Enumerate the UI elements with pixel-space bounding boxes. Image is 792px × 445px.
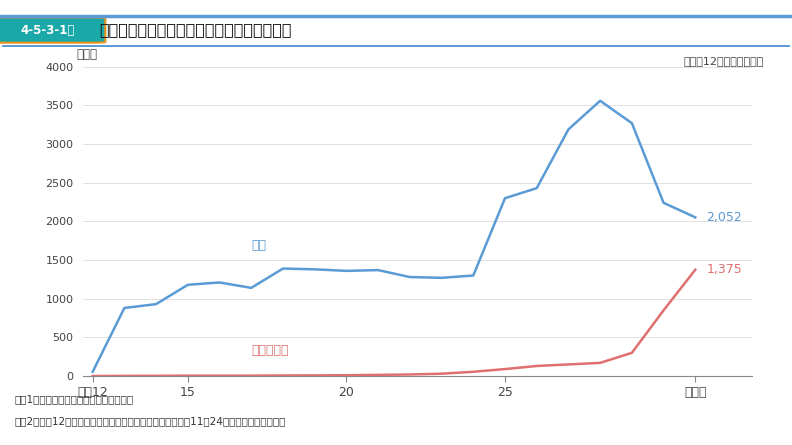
Text: （件）: （件） — [77, 48, 98, 61]
Text: （平成12年～令和元年）: （平成12年～令和元年） — [684, 56, 764, 65]
FancyBboxPatch shape — [0, 17, 105, 43]
Text: 2　平成12年は，ストーカー規制法の施行日である同年11月24日以降の件数である。: 2 平成12年は，ストーカー規制法の施行日である同年11月24日以降の件数である… — [14, 416, 286, 426]
Text: 1,375: 1,375 — [706, 263, 742, 276]
Text: ストーカー規制法による警告等の件数の推移: ストーカー規制法による警告等の件数の推移 — [99, 23, 291, 37]
Text: 2,052: 2,052 — [706, 211, 742, 224]
Text: 警告: 警告 — [251, 239, 266, 252]
Text: 4-5-3-1図: 4-5-3-1図 — [21, 24, 75, 36]
Text: 注　1　警察庁生活安全局の資料による。: 注 1 警察庁生活安全局の資料による。 — [14, 394, 133, 404]
Text: 禁止命令等: 禁止命令等 — [251, 344, 289, 357]
